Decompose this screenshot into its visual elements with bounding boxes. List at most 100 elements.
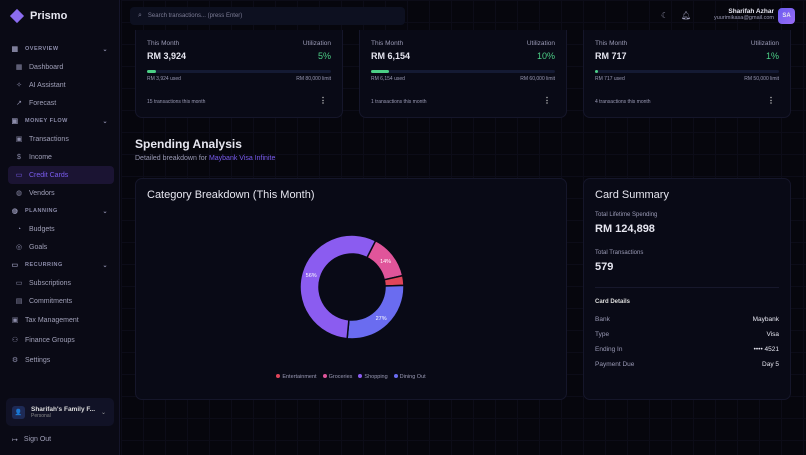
used-amount: RM 3,924 used bbox=[147, 76, 181, 82]
utilization-bar bbox=[595, 70, 779, 73]
divider bbox=[595, 287, 779, 288]
card-name-link[interactable]: Maybank Visa Infinite bbox=[208, 155, 276, 162]
utilization-label: Utilization bbox=[750, 40, 779, 47]
main-content: ⌕ Search transactions... (press Enter) ☾ … bbox=[121, 0, 806, 455]
legend-item[interactable]: Dining Out bbox=[393, 374, 426, 380]
credit-card-summary: This Month Utilization RM 717 1% RM 717 … bbox=[583, 30, 791, 118]
sidebar-item-ai-assistant[interactable]: ✧ AI Assistant bbox=[0, 76, 114, 94]
section-planning[interactable]: ◍ PLANNING ⌄ bbox=[0, 202, 120, 220]
section-overview[interactable]: ▦ OVERVIEW ⌄ bbox=[0, 40, 120, 58]
sidebar-item-income[interactable]: $ Income bbox=[0, 148, 114, 166]
slice-label: 27% bbox=[376, 316, 387, 322]
chevron-down-icon: ⌄ bbox=[100, 409, 106, 416]
credit-card-summary: This Month Utilization RM 3,924 5% RM 3,… bbox=[135, 30, 343, 118]
section-label: RECURRING bbox=[25, 262, 63, 268]
lifetime-value: RM 124,898 bbox=[595, 223, 655, 235]
transaction-count: 1 transactions this month bbox=[371, 99, 427, 105]
search-input[interactable]: ⌕ Search transactions... (press Enter) bbox=[130, 7, 405, 25]
donut-chart: 14% 27% 56% bbox=[299, 234, 405, 340]
sign-out-icon: ↦ bbox=[12, 437, 18, 444]
utilization-value: 5% bbox=[317, 51, 331, 61]
notifications-bell-icon[interactable]: 🔔︎ bbox=[681, 11, 692, 20]
more-options-icon[interactable]: ⋮ bbox=[767, 96, 775, 105]
section-icon: ▦ bbox=[11, 46, 19, 53]
user-info[interactable]: Sharifah Azhar yuurimikasa@gmail.com bbox=[714, 8, 774, 21]
used-amount: RM 6,154 used bbox=[371, 76, 405, 82]
search-placeholder: Search transactions... (press Enter) bbox=[147, 13, 243, 19]
detail-row: Bank Maybank bbox=[595, 316, 779, 323]
ai-assistant-icon: ✧ bbox=[16, 82, 22, 89]
sign-out-label: Sign Out bbox=[23, 436, 52, 443]
sidebar-item-label: Income bbox=[29, 153, 52, 161]
utilization-bar bbox=[147, 70, 331, 73]
app-logo[interactable]: Prismo bbox=[9, 8, 67, 24]
section-icon: ▣ bbox=[11, 118, 19, 125]
sidebar-item-label: Credit Cards bbox=[29, 171, 69, 179]
budgets-icon: ◔ bbox=[16, 225, 22, 233]
legend-item[interactable]: Shopping bbox=[358, 374, 388, 380]
finance-group-switcher[interactable]: 👤 Sharifah's Family F... Personal ⌄ bbox=[6, 398, 114, 426]
summary-title: Card Summary bbox=[595, 189, 669, 201]
this-month-label: This Month bbox=[595, 40, 628, 47]
finance-groups-icon: ⚇ bbox=[11, 337, 19, 344]
month-amount: RM 3,924 bbox=[147, 51, 187, 61]
section-subtitle: Detailed breakdown for Maybank Visa Infi… bbox=[135, 155, 275, 162]
sidebar-item-label: Budgets bbox=[29, 225, 55, 233]
top-bar: ⌕ Search transactions... (press Enter) ☾ … bbox=[121, 0, 806, 32]
section-money-flow[interactable]: ▣ MONEY FLOW ⌄ bbox=[0, 112, 120, 130]
limit-amount: RM 80,000 limit bbox=[296, 76, 331, 82]
group-role: Personal bbox=[31, 412, 51, 419]
sidebar-item-credit-cards[interactable]: ▭ Credit Cards bbox=[8, 166, 114, 184]
forecast-icon: ↗ bbox=[16, 100, 22, 107]
theme-toggle-moon-icon[interactable]: ☾ bbox=[661, 11, 669, 20]
sidebar-item-commitments[interactable]: ▤ Commitments bbox=[0, 292, 114, 310]
goals-icon: ◎ bbox=[15, 244, 23, 251]
month-amount: RM 6,154 bbox=[371, 51, 411, 61]
more-options-icon[interactable]: ⋮ bbox=[319, 96, 327, 105]
sidebar-item-dashboard[interactable]: ▦ Dashboard bbox=[0, 58, 114, 76]
sidebar-item-forecast[interactable]: ↗ Forecast bbox=[0, 94, 114, 112]
chevron-down-icon: ⌄ bbox=[102, 208, 108, 215]
used-amount: RM 717 used bbox=[595, 76, 625, 82]
credit-card-summary: This Month Utilization RM 6,154 10% RM 6… bbox=[359, 30, 567, 118]
sign-out-button[interactable]: ↦ Sign Out bbox=[12, 436, 51, 444]
detail-row: Type Visa bbox=[595, 331, 779, 338]
sidebar-item-label: Goals bbox=[29, 243, 48, 251]
transaction-count: 4 transactions this month bbox=[595, 99, 651, 105]
sidebar-item-goals[interactable]: ◎ Goals bbox=[0, 238, 114, 256]
section-recurring[interactable]: ▭ RECURRING ⌄ bbox=[0, 256, 120, 274]
sidebar-item-budgets[interactable]: ◔ Budgets bbox=[0, 220, 114, 238]
avatar[interactable]: SA bbox=[778, 8, 795, 24]
sidebar-item-tax-management[interactable]: ▣ Tax Management bbox=[0, 310, 114, 330]
legend-swatch bbox=[276, 374, 281, 378]
slice-shopping[interactable] bbox=[299, 234, 377, 340]
legend-item[interactable]: Groceries bbox=[322, 374, 352, 380]
limit-amount: RM 60,000 limit bbox=[520, 76, 555, 82]
sidebar-item-vendors[interactable]: ◍ Vendors bbox=[0, 184, 114, 202]
legend-item[interactable]: Entertainment bbox=[276, 374, 317, 380]
detail-value: Maybank bbox=[752, 316, 779, 323]
sidebar-item-label: Dashboard bbox=[29, 63, 64, 71]
subtitle-text: Detailed breakdown for bbox=[135, 155, 209, 162]
detail-key: Payment Due bbox=[595, 361, 635, 368]
sidebar-item-settings[interactable]: ⚙ Settings bbox=[0, 350, 114, 370]
income-icon: $ bbox=[17, 153, 21, 161]
sidebar-item-finance-groups[interactable]: ⚇ Finance Groups bbox=[0, 330, 114, 350]
sidebar-item-label: Transactions bbox=[29, 135, 69, 143]
section-label: PLANNING bbox=[25, 208, 58, 214]
slice-dining-out[interactable] bbox=[346, 284, 405, 340]
slice-label: 14% bbox=[380, 259, 391, 265]
transaction-count: 15 transactions this month bbox=[147, 99, 206, 105]
detail-row: Ending In •••• 4521 bbox=[595, 346, 779, 353]
utilization-bar bbox=[371, 70, 555, 73]
sidebar-item-subscriptions[interactable]: ▭ Subscriptions bbox=[0, 274, 114, 292]
transactions-icon: ▣ bbox=[15, 136, 23, 143]
legend-label: Dining Out bbox=[399, 374, 426, 380]
utilization-fill bbox=[371, 70, 390, 73]
commitments-icon: ▤ bbox=[15, 298, 23, 305]
sidebar-item-transactions[interactable]: ▣ Transactions bbox=[0, 130, 114, 148]
more-options-icon[interactable]: ⋮ bbox=[543, 96, 551, 105]
group-name: Sharifah's Family F... bbox=[31, 405, 96, 413]
settings-icon: ⚙ bbox=[11, 357, 19, 364]
detail-value: Visa bbox=[766, 331, 779, 338]
